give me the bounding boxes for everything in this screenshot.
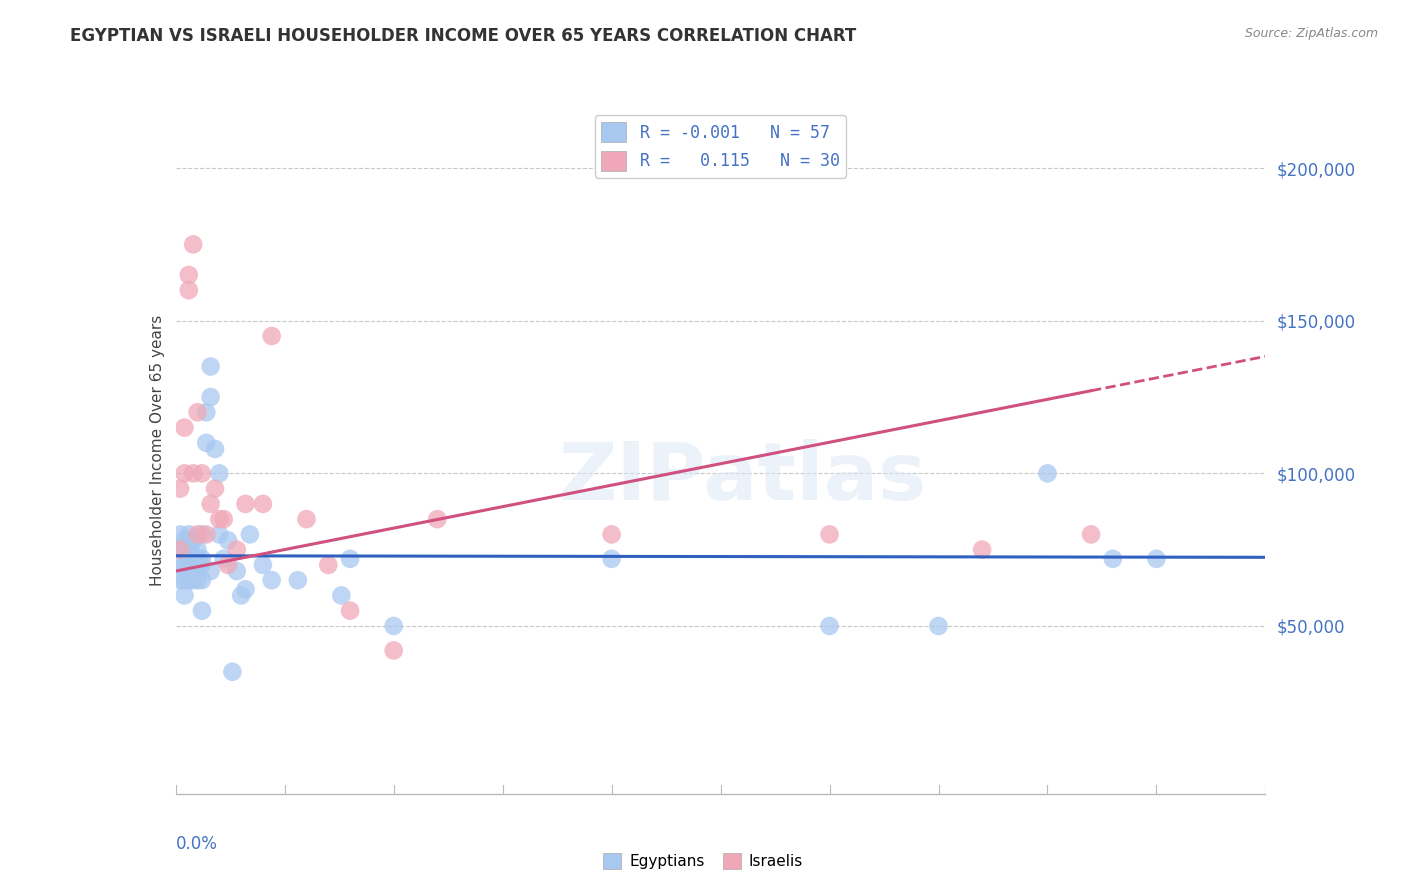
Point [186,542,209,557]
Point [1144,551,1167,566]
Point [235,582,257,597]
Point [169,542,191,557]
Point [169,573,191,587]
Point [239,527,262,541]
Point [173,573,195,587]
Legend: R = -0.001   N = 57, R =   0.115   N = 30: R = -0.001 N = 57, R = 0.115 N = 30 [595,115,846,178]
Point [177,527,200,541]
Point [195,527,218,541]
Point [295,512,318,526]
Point [208,467,231,481]
Point [200,390,222,404]
Point [339,604,361,618]
Point [200,564,222,578]
Point [217,558,239,572]
Text: ZIPatlas: ZIPatlas [558,439,927,517]
Point [928,619,950,633]
Point [1080,527,1102,541]
Point [181,533,204,548]
Point [382,643,405,657]
Point [181,564,204,578]
Point [200,359,222,374]
Point [186,573,209,587]
Point [169,542,191,557]
Point [177,564,200,578]
Point [169,482,191,496]
Point [318,558,340,572]
Y-axis label: Householder Income Over 65 years: Householder Income Over 65 years [149,315,165,586]
Point [1102,551,1125,566]
Point [173,533,195,548]
Point [177,542,200,557]
Point [200,497,222,511]
Point [1036,467,1059,481]
Point [186,527,209,541]
Point [225,542,247,557]
Point [173,542,195,557]
Point [235,497,257,511]
Point [169,527,191,541]
Point [173,589,195,603]
Point [208,527,231,541]
Point [382,619,405,633]
Legend: Egyptians, Israelis: Egyptians, Israelis [598,847,808,875]
Point [225,564,247,578]
Point [181,237,204,252]
Point [204,482,226,496]
Point [191,573,214,587]
Point [195,405,218,419]
Point [195,435,218,450]
Text: EGYPTIAN VS ISRAELI HOUSEHOLDER INCOME OVER 65 YEARS CORRELATION CHART: EGYPTIAN VS ISRAELI HOUSEHOLDER INCOME O… [70,27,856,45]
Point [330,589,353,603]
Point [181,549,204,563]
Point [181,551,204,566]
Point [260,573,283,587]
Point [186,564,209,578]
Point [287,573,309,587]
Point [177,283,200,297]
Point [191,604,214,618]
Point [177,551,200,566]
Point [818,619,841,633]
Point [191,551,214,566]
Point [600,551,623,566]
Point [818,527,841,541]
Point [169,558,191,572]
Point [177,573,200,587]
Point [181,573,204,587]
Point [173,467,195,481]
Point [212,512,235,526]
Point [191,558,214,572]
Point [177,558,200,572]
Point [173,558,195,572]
Point [173,420,195,434]
Point [181,467,204,481]
Point [208,512,231,526]
Point [339,551,361,566]
Point [231,589,253,603]
Point [221,665,243,679]
Text: 0.0%: 0.0% [176,835,218,853]
Point [204,442,226,456]
Point [186,551,209,566]
Point [260,329,283,343]
Point [252,558,274,572]
Point [177,268,200,282]
Point [217,533,239,548]
Point [191,467,214,481]
Point [970,542,993,557]
Point [426,512,449,526]
Point [186,405,209,419]
Point [600,527,623,541]
Point [212,551,235,566]
Point [252,497,274,511]
Point [191,527,214,541]
Point [186,558,209,572]
Text: Source: ZipAtlas.com: Source: ZipAtlas.com [1244,27,1378,40]
